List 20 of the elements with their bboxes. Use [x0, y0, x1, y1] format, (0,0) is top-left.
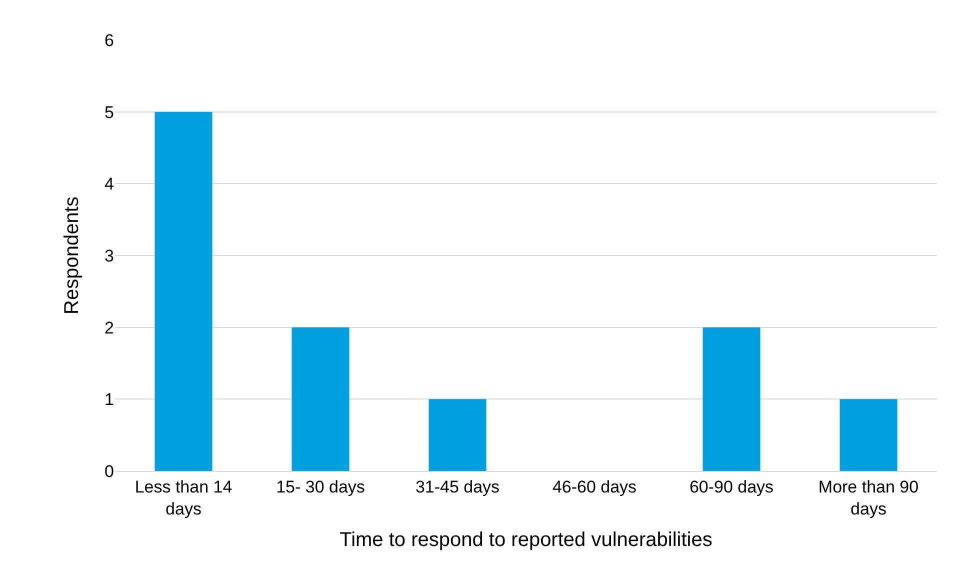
bar: [702, 327, 760, 471]
y-tick-label: 1: [104, 390, 114, 410]
bar: [840, 399, 898, 471]
x-tick-label: More than 90 days: [818, 477, 919, 518]
x-tick-label: 15- 30 days: [276, 477, 365, 496]
y-tick-label: 2: [104, 318, 114, 338]
y-tick-label: 6: [104, 30, 114, 50]
x-tick-label: 46-60 days: [552, 477, 637, 496]
bar: [154, 112, 212, 471]
x-axis-title: Time to respond to reported vulnerabilities: [340, 529, 712, 551]
x-tick-label: Less than 14 days: [134, 477, 232, 518]
y-tick-label: 0: [104, 462, 114, 481]
y-axis-title: Respondents: [61, 196, 84, 314]
x-tick-label: 60-90 days: [689, 477, 774, 496]
y-tick-label: 4: [104, 174, 114, 194]
bar: [428, 399, 486, 471]
x-tick-label: 31-45 days: [415, 477, 500, 496]
y-tick-label: 3: [104, 246, 114, 266]
bar: [292, 327, 350, 471]
y-tick-label: 5: [104, 102, 114, 122]
